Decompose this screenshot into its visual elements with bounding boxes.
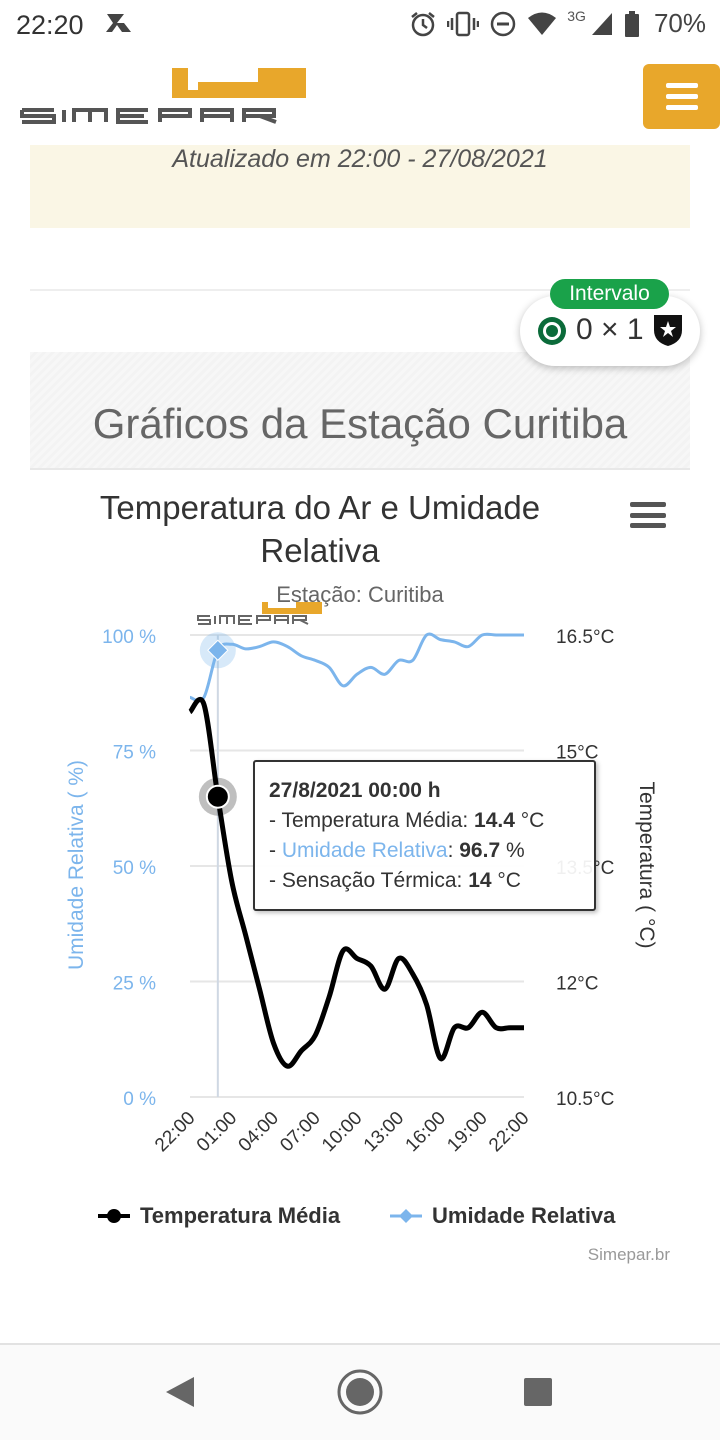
tooltip-sensacao-unit: °C (497, 869, 521, 892)
menu-icon-bar (630, 502, 666, 507)
x-tick-label: 01:00 (193, 1108, 241, 1156)
legend-umid-label: Umidade Relativa (432, 1203, 616, 1228)
x-tick-label: 19:00 (443, 1108, 491, 1156)
chart-watermark-logo (197, 602, 322, 625)
alarm-icon (411, 11, 436, 36)
update-text: Atualizado em 22:00 - 27/08/2021 (172, 145, 548, 173)
right-axis-title: Temperatura ( °C) (635, 781, 658, 948)
back-icon[interactable] (166, 1377, 194, 1407)
vibrate-icon (447, 11, 480, 36)
chart-context-menu-button[interactable] (630, 502, 666, 528)
legend-temp-label: Temperatura Média (140, 1203, 341, 1228)
legend-temp-marker-icon (98, 1209, 130, 1223)
x-tick-label: 22:00 (151, 1108, 199, 1156)
tooltip-umid-value: 96.7 (459, 839, 501, 862)
hamburger-icon-bar (665, 105, 698, 110)
left-tick-label: 0 % (123, 1089, 156, 1110)
right-tick-label: 12°C (556, 974, 598, 995)
team-away-crest-icon (654, 315, 682, 346)
right-tick-label: 16.5°C (556, 627, 614, 648)
status-bar: 22:20 3G 70% (0, 0, 720, 50)
tooltip-line-umid: - Umidade Relativa: 96.7 % (269, 839, 525, 862)
chart-series (188, 632, 524, 1069)
home-icon[interactable] (337, 1369, 383, 1415)
tooltip-umid-label: Umidade Relativa (281, 839, 448, 862)
navigation-bar (0, 1345, 720, 1440)
left-tick-label: 100 % (102, 627, 156, 648)
umidade-hover-point (207, 639, 229, 661)
section-title: Gráficos da Estação Curitiba (92, 400, 628, 447)
recents-icon[interactable] (524, 1378, 552, 1406)
divider (0, 1343, 720, 1345)
x-tick-label: 07:00 (276, 1108, 324, 1156)
network-type: 3G (567, 7, 586, 24)
tooltip-temp-value: 14.4 (474, 809, 515, 832)
legend-item-umidade[interactable]: Umidade Relativa (388, 1203, 615, 1229)
x-tick-label: 16:00 (402, 1108, 450, 1156)
chart-title: Temperatura do Ar e Umidade Relativa (99, 489, 541, 569)
x-tick-label: 13:00 (360, 1108, 408, 1156)
left-tick-label: 50 % (113, 858, 156, 879)
menu-icon-bar (630, 523, 666, 528)
hamburger-icon-bar (665, 83, 698, 88)
chart-credits[interactable]: Simepar.br (587, 1245, 670, 1264)
temperatura-line (188, 696, 524, 1069)
menu-button[interactable] (643, 64, 720, 129)
tooltip-umid-unit: % (505, 839, 525, 862)
tooltip-temp-unit: °C (520, 809, 545, 832)
score-status-badge: Intervalo (550, 279, 669, 309)
chart-tooltip: 27/8/2021 00:00 h - Temperatura Média: 1… (253, 760, 596, 911)
section-header: Gráficos da Estação Curitiba (30, 352, 690, 470)
tooltip-temp-label: Temperatura Média (281, 809, 463, 832)
tooltip-line-sensacao: - Sensação Térmica: 14 °C (269, 869, 521, 892)
menu-icon-bar (630, 512, 666, 518)
battery-percent: 70% (653, 8, 706, 38)
tooltip-header: 27/8/2021 00:00 h (269, 779, 441, 802)
dnd-icon (491, 11, 516, 36)
tooltip-line-temp: - Temperatura Média: 14.4 °C (269, 809, 545, 832)
tooltip-sensacao-value: 14 (468, 869, 492, 892)
hamburger-icon-bar (665, 94, 698, 99)
battery-icon (624, 10, 639, 37)
temperatura-hover-point (205, 784, 230, 809)
left-tick-label: 75 % (113, 743, 156, 764)
x-tick-label: 04:00 (235, 1108, 283, 1156)
update-box: Atualizado em 22:00 - 27/08/2021 (30, 145, 690, 228)
status-icons: 3G 70% (409, 8, 706, 39)
right-tick-label: 10.5°C (556, 1089, 614, 1110)
tooltip-sensacao-label: Sensação Térmica (281, 869, 457, 892)
legend-umid-marker-icon (390, 1209, 422, 1223)
wifi-icon (528, 12, 557, 35)
status-time: 22:20 (16, 10, 84, 40)
legend-item-temperatura[interactable]: Temperatura Média (96, 1203, 340, 1229)
left-tick-label: 25 % (113, 974, 156, 995)
simepar-logo[interactable] (20, 66, 310, 128)
right-tick-label: 15°C (556, 743, 598, 764)
score-text: 0 × 1 (576, 313, 644, 346)
x-tick-label: 22:00 (485, 1108, 533, 1156)
umidade-line (189, 632, 524, 703)
chart-grid (190, 634, 524, 1098)
divider (30, 289, 690, 291)
team-home-crest-icon (538, 317, 566, 345)
left-axis-title: Umidade Relativa ( %) (65, 760, 88, 970)
chart-legend: Temperatura Média Umidade Relativa (96, 1203, 656, 1235)
signal-icon (591, 12, 612, 35)
app-notification-icon (104, 8, 134, 45)
x-tick-label: 10:00 (318, 1108, 366, 1156)
